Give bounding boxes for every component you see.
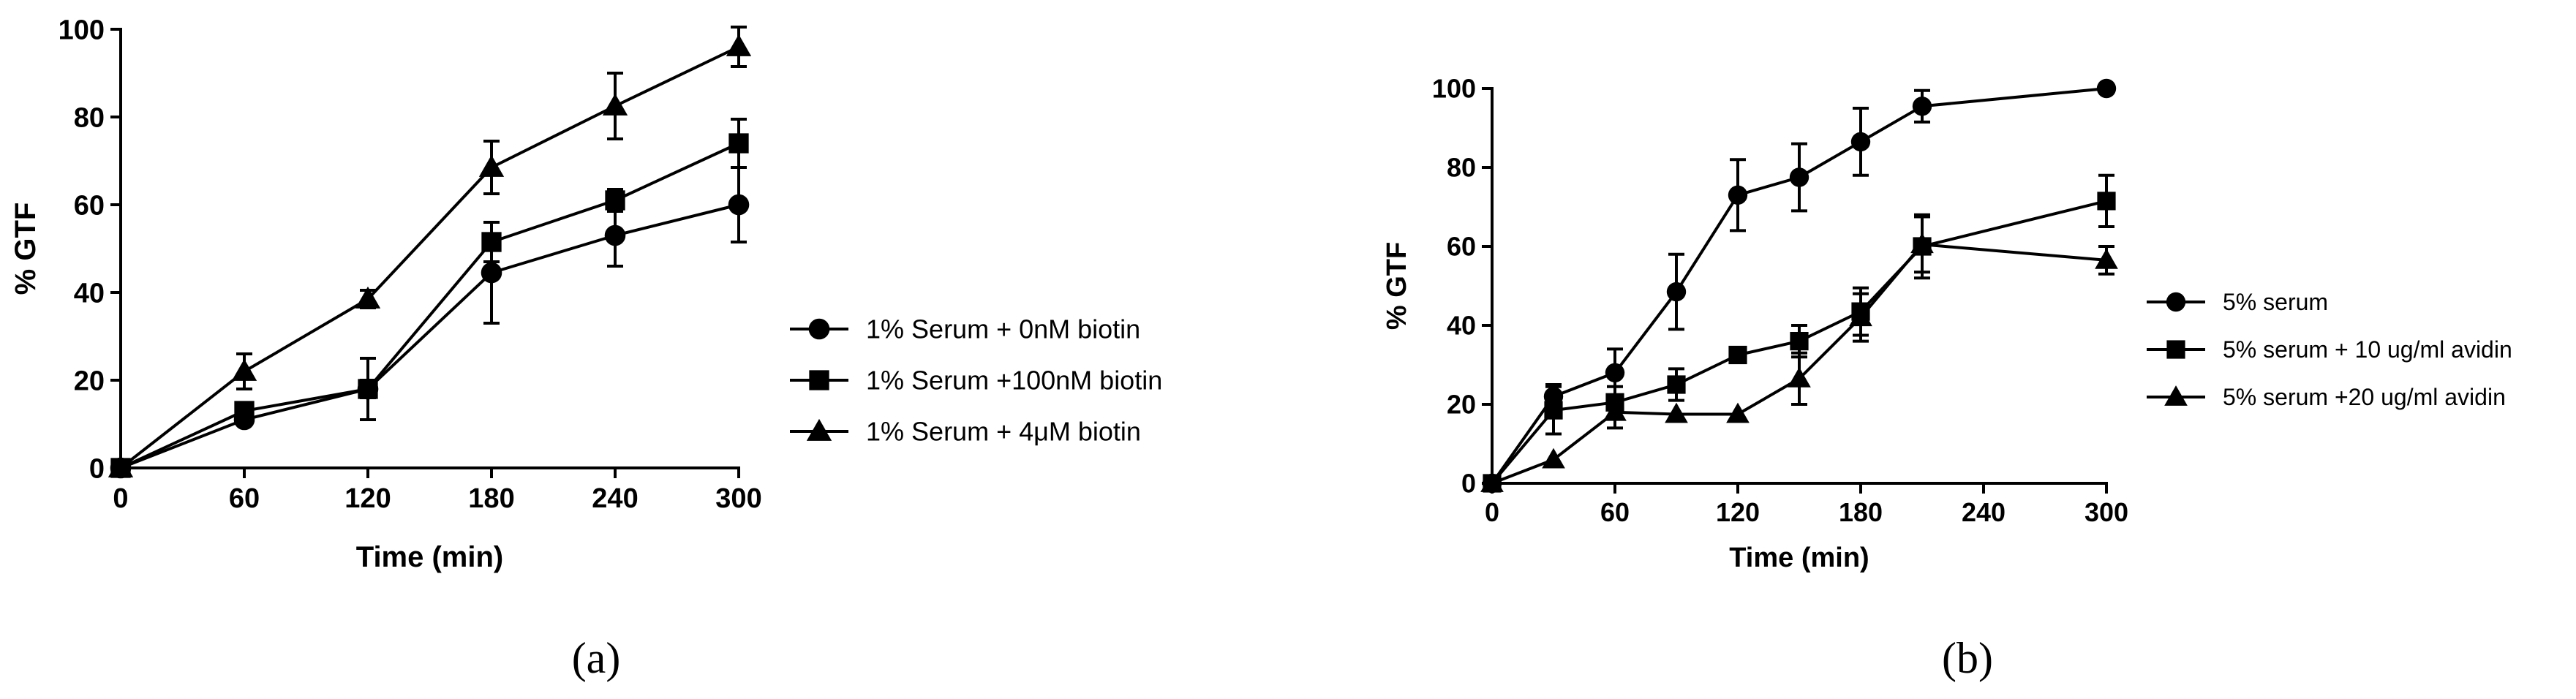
x-tick-label: 0 <box>1485 497 1499 527</box>
data-point-triangle <box>602 93 628 116</box>
data-point-triangle <box>1910 233 1934 254</box>
data-point-circle <box>1850 132 1871 152</box>
panel-label: (b) <box>1942 634 1993 682</box>
legend-label: 1% Serum +100nM biotin <box>866 366 1162 396</box>
series-circle <box>1482 78 2117 494</box>
data-point-circle <box>1605 363 1625 382</box>
x-tick-label: 0 <box>113 483 128 514</box>
data-point-triangle <box>1480 472 1504 492</box>
data-point-square <box>2097 192 2116 211</box>
legend-label: 5% serum <box>2223 289 2328 315</box>
y-tick-label: 0 <box>89 453 105 484</box>
y-tick-label: 40 <box>1447 311 1476 341</box>
legend-label: 1% Serum + 0nM biotin <box>866 314 1140 344</box>
series-triangle <box>1480 215 2118 492</box>
data-point-square <box>728 133 749 154</box>
data-point-circle <box>1666 282 1687 302</box>
x-tick-label: 120 <box>1716 497 1760 527</box>
data-point-triangle <box>478 154 505 177</box>
data-point-circle <box>1728 185 1748 205</box>
legend-label: 1% Serum + 4μM biotin <box>866 417 1141 447</box>
data-point-triangle <box>1665 402 1688 423</box>
y-tick-label: 40 <box>74 278 105 309</box>
x-axis-label: Time (min) <box>1729 543 1869 573</box>
data-point-circle <box>604 224 626 246</box>
series-triangle <box>108 26 752 477</box>
legend-marker-circle <box>2166 292 2186 312</box>
data-point-circle <box>1789 167 1809 187</box>
x-tick-label: 180 <box>468 483 514 514</box>
y-tick-label: 20 <box>74 366 105 396</box>
data-point-circle <box>728 194 750 216</box>
data-point-triangle <box>1788 367 1811 388</box>
data-point-circle <box>1912 97 1932 116</box>
data-point-triangle <box>108 455 134 477</box>
data-point-triangle <box>1849 306 1872 327</box>
chart-panel-a: 0 20 40 60 80 100 0 60 120 180 240 300 Time (min) % G… <box>10 15 1162 682</box>
data-point-square <box>481 232 502 252</box>
y-tick-label: 80 <box>1447 153 1476 183</box>
data-point-circle <box>481 262 502 284</box>
data-point-square <box>234 401 255 421</box>
y-tick-label: 20 <box>1447 390 1476 420</box>
chart-panel-b: 0 20 40 60 80 100 0 60 120 180 240 300 Time (min) % G… <box>1382 74 2512 682</box>
x-tick-label: 300 <box>715 483 761 514</box>
y-axis-label: % GTF <box>1382 242 1412 330</box>
panel-label: (a) <box>572 634 621 682</box>
y-tick-label: 0 <box>1461 469 1476 499</box>
data-point-square <box>1728 345 1747 365</box>
data-point-square <box>1790 332 1809 351</box>
data-point-triangle <box>1542 447 1565 469</box>
y-tick-label: 80 <box>74 102 105 133</box>
legend-marker-triangle <box>806 418 832 441</box>
y-tick-label: 100 <box>1432 74 1476 104</box>
x-tick-label: 60 <box>229 483 260 514</box>
data-point-triangle <box>231 358 257 381</box>
series-square <box>110 118 749 478</box>
y-tick-label: 60 <box>74 190 105 221</box>
y-tick-label: 100 <box>59 15 105 45</box>
legend-label: 5% serum +20 ug/ml avidin <box>2223 384 2506 410</box>
data-point-triangle <box>1603 400 1627 421</box>
legend-marker-circle <box>808 318 830 340</box>
data-point-triangle <box>355 286 381 309</box>
data-point-square <box>1544 401 1563 420</box>
x-tick-label: 240 <box>1962 497 2006 527</box>
x-tick-label: 300 <box>2084 497 2128 527</box>
x-tick-label: 60 <box>1600 497 1630 527</box>
data-point-circle <box>2096 78 2117 99</box>
legend-label: 5% serum + 10 ug/ml avidin <box>2223 336 2512 363</box>
x-tick-label: 120 <box>344 483 391 514</box>
x-tick-label: 240 <box>592 483 638 514</box>
x-axis-label: Time (min) <box>356 541 504 573</box>
series-line <box>119 45 739 469</box>
data-point-square <box>605 190 625 211</box>
series-line <box>120 203 739 469</box>
legend-marker-triangle <box>2164 385 2188 406</box>
data-point-square <box>1667 375 1686 394</box>
data-point-triangle <box>1726 402 1750 423</box>
data-point-triangle <box>2095 249 2118 269</box>
series-line <box>120 142 739 469</box>
x-tick-label: 180 <box>1839 497 1883 527</box>
data-point-square <box>358 379 378 399</box>
y-axis-label: % GTF <box>10 203 42 295</box>
data-point-triangle <box>726 34 752 56</box>
series-square <box>1483 173 2116 493</box>
series-circle <box>110 166 750 479</box>
y-tick-label: 60 <box>1447 232 1476 262</box>
legend-marker-square <box>2166 340 2185 359</box>
legend-marker-square <box>809 370 829 390</box>
